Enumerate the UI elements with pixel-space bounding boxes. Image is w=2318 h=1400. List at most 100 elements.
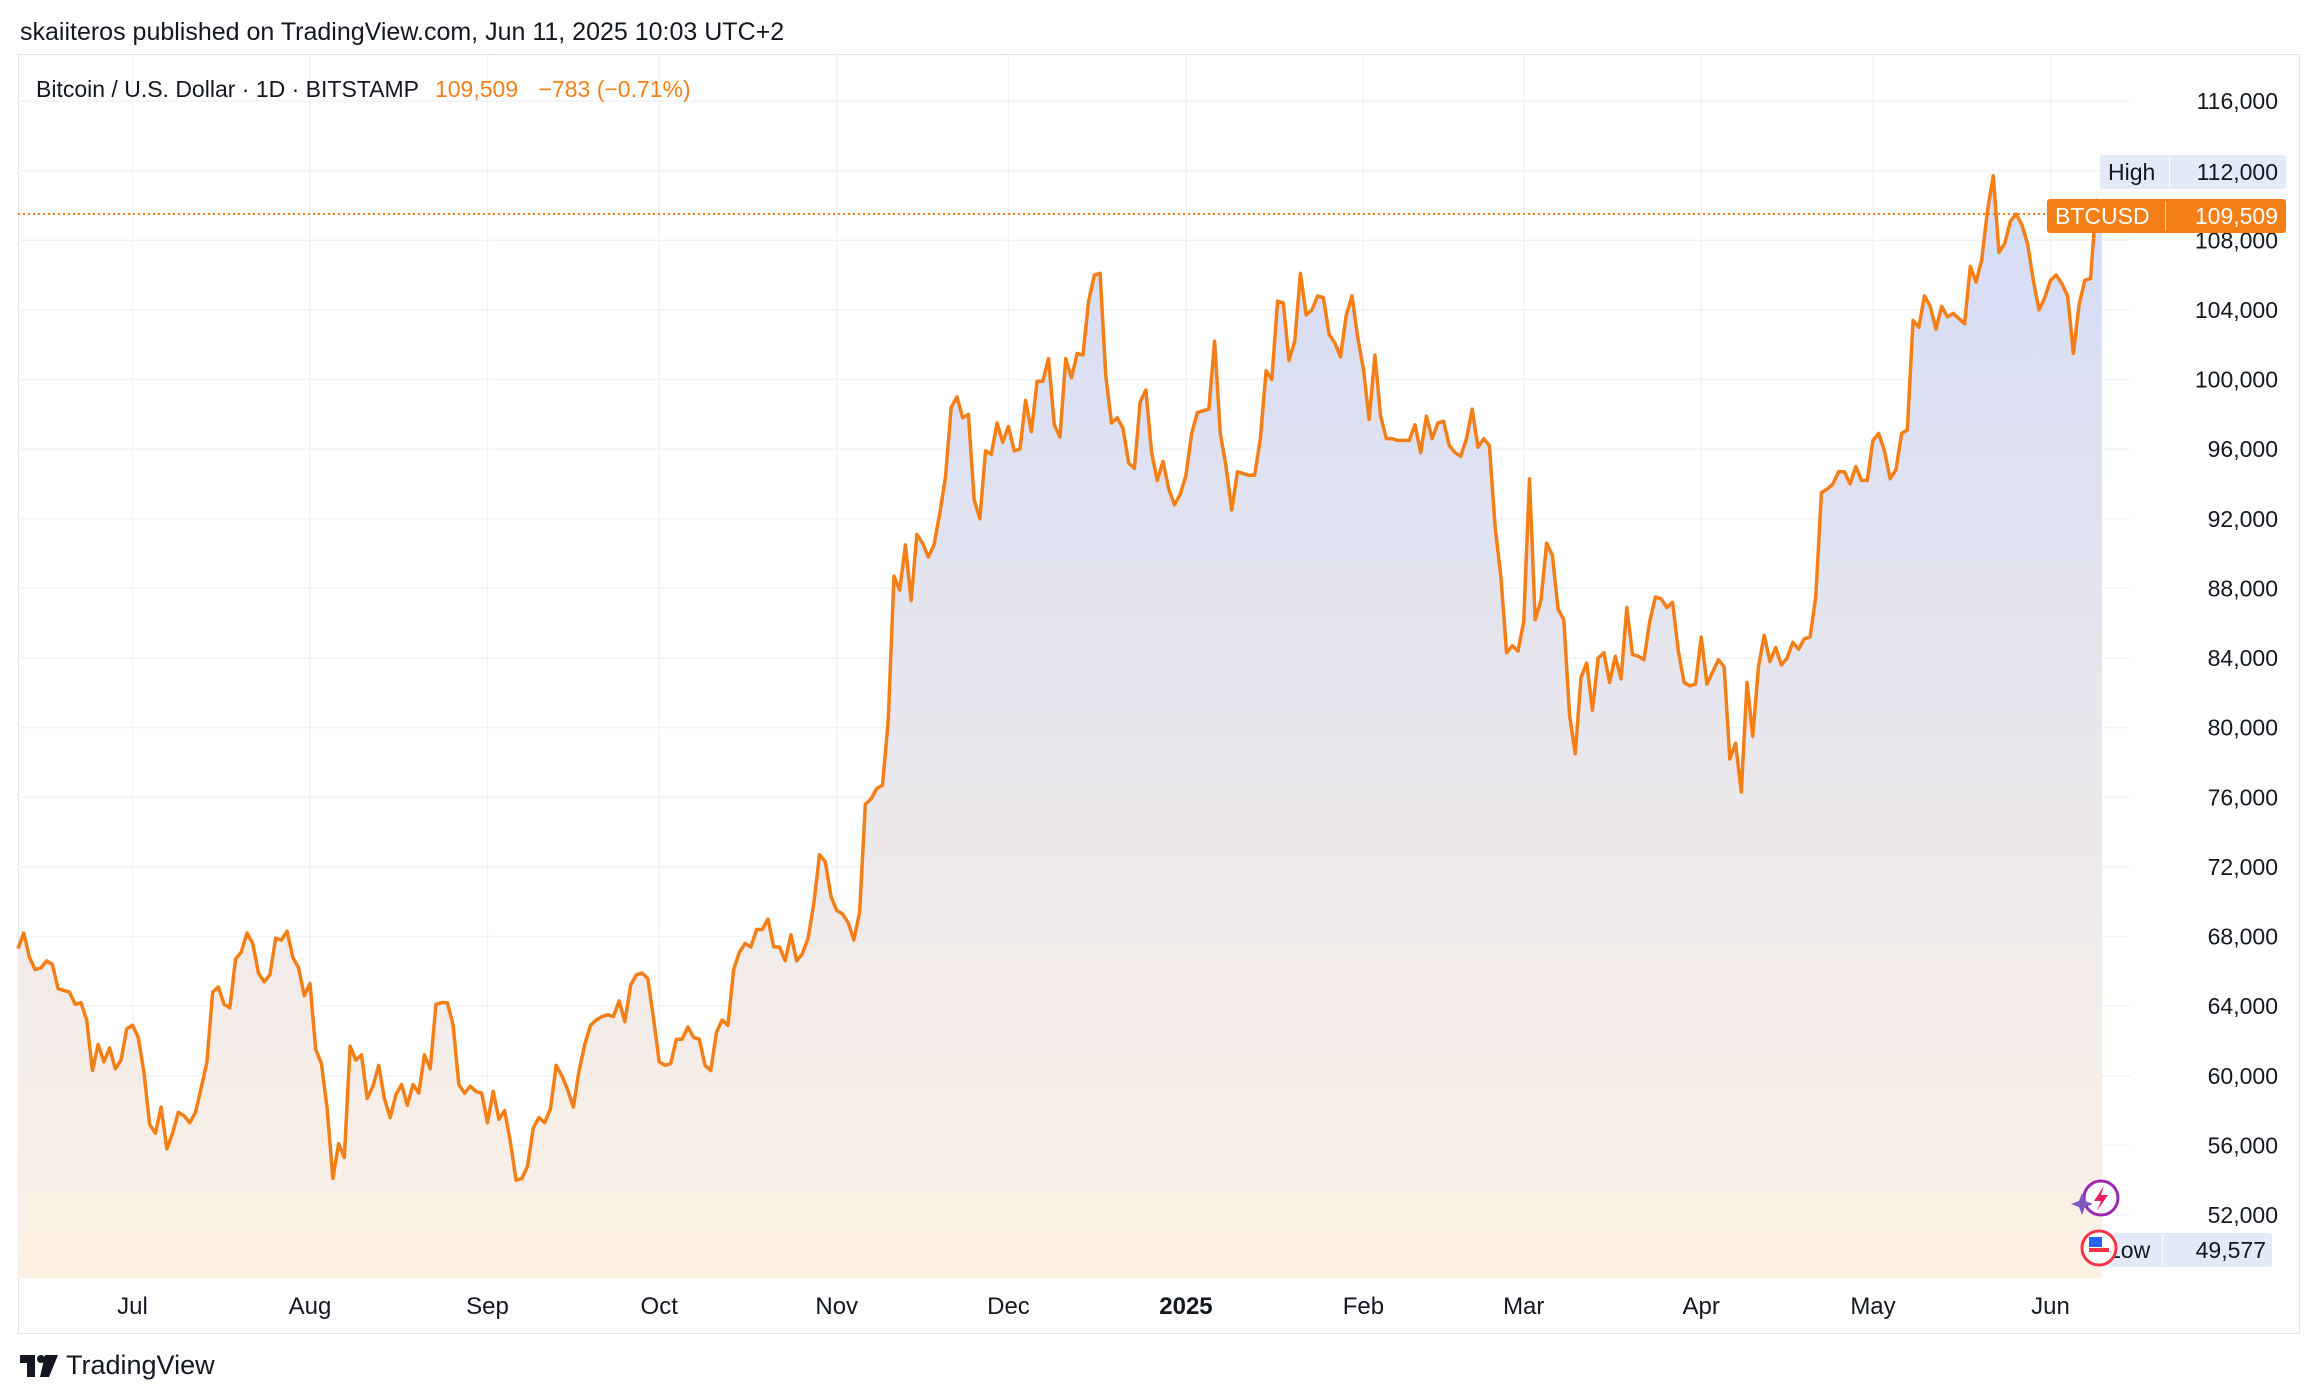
x-tick-label: Jul xyxy=(117,1293,148,1320)
data-point xyxy=(262,980,266,984)
data-point xyxy=(331,1176,335,1180)
data-point xyxy=(468,1084,472,1088)
flag-icon[interactable] xyxy=(2080,1229,2118,1267)
data-point xyxy=(823,860,827,864)
symbol-legend: Bitcoin / U.S. Dollar · 1D · BITSTAMP 10… xyxy=(36,76,691,103)
data-point xyxy=(1608,680,1612,684)
data-point xyxy=(737,950,741,954)
data-point xyxy=(45,959,49,963)
time-axis: Jul Aug Sep Oct Nov Dec 2025 Feb Mar Apr May Jun xyxy=(117,1293,2070,1320)
data-point xyxy=(1316,294,1320,298)
data-point xyxy=(354,1058,358,1062)
data-point xyxy=(1522,619,1526,623)
data-point xyxy=(1447,444,1451,448)
y-tick-label: 56,000 xyxy=(2208,1132,2278,1158)
data-point xyxy=(1636,654,1640,658)
data-point xyxy=(669,1062,673,1066)
data-point xyxy=(211,990,215,994)
y-tick-label: 100,000 xyxy=(2195,367,2278,393)
data-point xyxy=(1802,637,1806,641)
data-point xyxy=(102,1060,106,1064)
data-point xyxy=(1705,682,1709,686)
data-point xyxy=(1218,431,1222,435)
data-point xyxy=(119,1058,123,1062)
data-point xyxy=(302,994,306,998)
chart-frame xyxy=(18,54,2300,1334)
data-point xyxy=(1453,451,1457,455)
data-point xyxy=(812,901,816,905)
data-point xyxy=(1075,351,1079,355)
data-point xyxy=(795,959,799,963)
data-point xyxy=(1545,541,1549,545)
data-point xyxy=(818,853,822,857)
brand-name: TradingView xyxy=(66,1350,215,1380)
data-point xyxy=(709,1069,713,1073)
data-point xyxy=(1201,409,1205,413)
data-point xyxy=(1877,431,1881,435)
y-tick-label: 96,000 xyxy=(2208,436,2278,462)
data-point xyxy=(400,1082,404,1086)
data-point xyxy=(222,1002,226,1006)
lightning-bolt-icon[interactable] xyxy=(2082,1179,2120,1217)
data-point xyxy=(1121,426,1125,430)
data-point xyxy=(1556,607,1560,611)
data-point xyxy=(285,929,289,933)
data-point xyxy=(909,599,913,603)
data-point xyxy=(1968,264,1972,268)
data-point xyxy=(972,498,976,502)
data-point xyxy=(1756,665,1760,669)
data-point xyxy=(1573,752,1577,756)
data-point xyxy=(1854,465,1858,469)
data-point xyxy=(921,541,925,545)
data-point xyxy=(703,1063,707,1067)
data-point xyxy=(1258,437,1262,441)
data-point xyxy=(1287,358,1291,362)
data-point xyxy=(1115,416,1119,420)
data-point xyxy=(1739,790,1743,794)
data-point xyxy=(1173,503,1177,507)
data-point xyxy=(617,999,621,1003)
data-point xyxy=(1230,508,1234,512)
data-point xyxy=(1132,466,1136,470)
data-point xyxy=(1470,407,1474,411)
data-point xyxy=(1184,473,1188,477)
data-point xyxy=(943,475,947,479)
data-point xyxy=(1001,440,1005,444)
data-point xyxy=(1665,606,1669,610)
data-point xyxy=(428,1067,432,1071)
data-point xyxy=(434,1002,438,1006)
data-point xyxy=(131,1023,135,1027)
data-point xyxy=(1596,656,1600,660)
data-point xyxy=(142,1070,146,1074)
data-point xyxy=(623,1020,627,1024)
data-point xyxy=(1081,353,1085,357)
x-tick-label: Dec xyxy=(987,1293,1030,1320)
data-point xyxy=(766,917,770,921)
data-point xyxy=(1963,322,1967,326)
data-point xyxy=(1161,459,1165,463)
last-price-value: 109,509 xyxy=(2195,203,2278,229)
data-point xyxy=(1682,680,1686,684)
data-point xyxy=(1745,680,1749,684)
data-point xyxy=(1041,379,1045,383)
data-point xyxy=(1493,525,1497,529)
data-point xyxy=(1905,428,1909,432)
data-point xyxy=(760,928,764,932)
data-point xyxy=(1699,635,1703,639)
data-point xyxy=(1253,473,1257,477)
legend-price: 109,509 xyxy=(434,76,519,102)
data-point xyxy=(245,931,249,935)
data-point xyxy=(1659,597,1663,601)
data-point xyxy=(926,555,930,559)
data-point xyxy=(417,1091,421,1095)
data-point xyxy=(1590,708,1594,712)
data-point xyxy=(2014,212,2018,216)
data-point xyxy=(1550,553,1554,557)
data-point xyxy=(279,938,283,942)
data-point xyxy=(594,1018,598,1022)
data-point xyxy=(1098,271,1102,275)
data-point xyxy=(714,1030,718,1034)
data-point xyxy=(1047,357,1051,361)
data-point xyxy=(1831,482,1835,486)
